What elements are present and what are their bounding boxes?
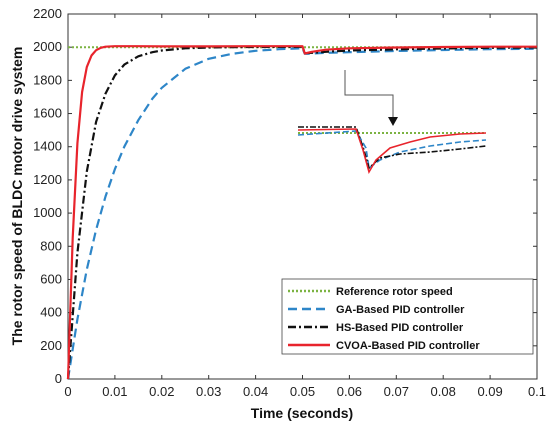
- legend-label-1: GA-Based PID controller: [336, 304, 465, 316]
- y-tick-label: 1800: [33, 72, 62, 87]
- y-tick-label: 1600: [33, 106, 62, 121]
- inset-arrow-head: [388, 117, 398, 126]
- y-axis-title: The rotor speed of BLDC motor drive syst…: [9, 47, 25, 346]
- legend-items: Reference rotor speed GA-Based PID contro…: [288, 286, 480, 352]
- x-axis-title: Time (seconds): [251, 405, 353, 421]
- y-tick-label: 2000: [33, 39, 62, 54]
- x-axis-ticks: 0 0.01 0.02 0.03 0.04 0.05 0.06 0.07 0.08 0.09 0.1: [64, 14, 546, 399]
- y-tick-label: 2200: [33, 6, 62, 21]
- x-tick-label: 0.08: [431, 384, 456, 399]
- y-axis-ticks: 0 200 400 600 800 1000 1200 1400 1600 1800 2000 220…: [33, 6, 537, 386]
- legend-box: [281, 278, 534, 355]
- y-tick-label: 400: [40, 305, 62, 320]
- y-tick-label: 800: [40, 238, 62, 253]
- series-line-3: [66, 45, 537, 380]
- x-tick-label: 0.1: [528, 384, 546, 399]
- x-tick-label: 0.09: [477, 384, 502, 399]
- y-tick-label: 1400: [33, 139, 62, 154]
- x-tick-label: 0.03: [196, 384, 221, 399]
- y-tick-label: 1000: [33, 205, 62, 220]
- y-tick-label: 600: [40, 271, 62, 286]
- legend-label-2: HS-Based PID controller: [336, 322, 464, 334]
- series-layer: [66, 45, 538, 380]
- legend-label-0: Reference rotor speed: [336, 286, 453, 298]
- x-tick-label: 0.01: [102, 384, 127, 399]
- x-tick-label: 0.05: [290, 384, 315, 399]
- x-tick-label: 0.04: [243, 384, 268, 399]
- x-tick-label: 0.07: [384, 384, 409, 399]
- x-tick-label: 0: [64, 384, 71, 399]
- y-tick-label: 1200: [33, 172, 62, 187]
- y-tick-label: 200: [40, 338, 62, 353]
- legend-label-3: CVOA-Based PID controller: [336, 340, 480, 352]
- x-tick-label: 0.06: [337, 384, 362, 399]
- inset-lines: [297, 126, 487, 175]
- inset-zoom: [297, 70, 487, 175]
- legend: Reference rotor speed GA-Based PID contro…: [281, 278, 534, 355]
- series-line-1: [66, 47, 538, 380]
- x-tick-label: 0.02: [149, 384, 174, 399]
- inset-arrow-line: [344, 70, 394, 118]
- y-tick-label: 0: [55, 371, 62, 386]
- inset-cvoa-line: [297, 128, 487, 175]
